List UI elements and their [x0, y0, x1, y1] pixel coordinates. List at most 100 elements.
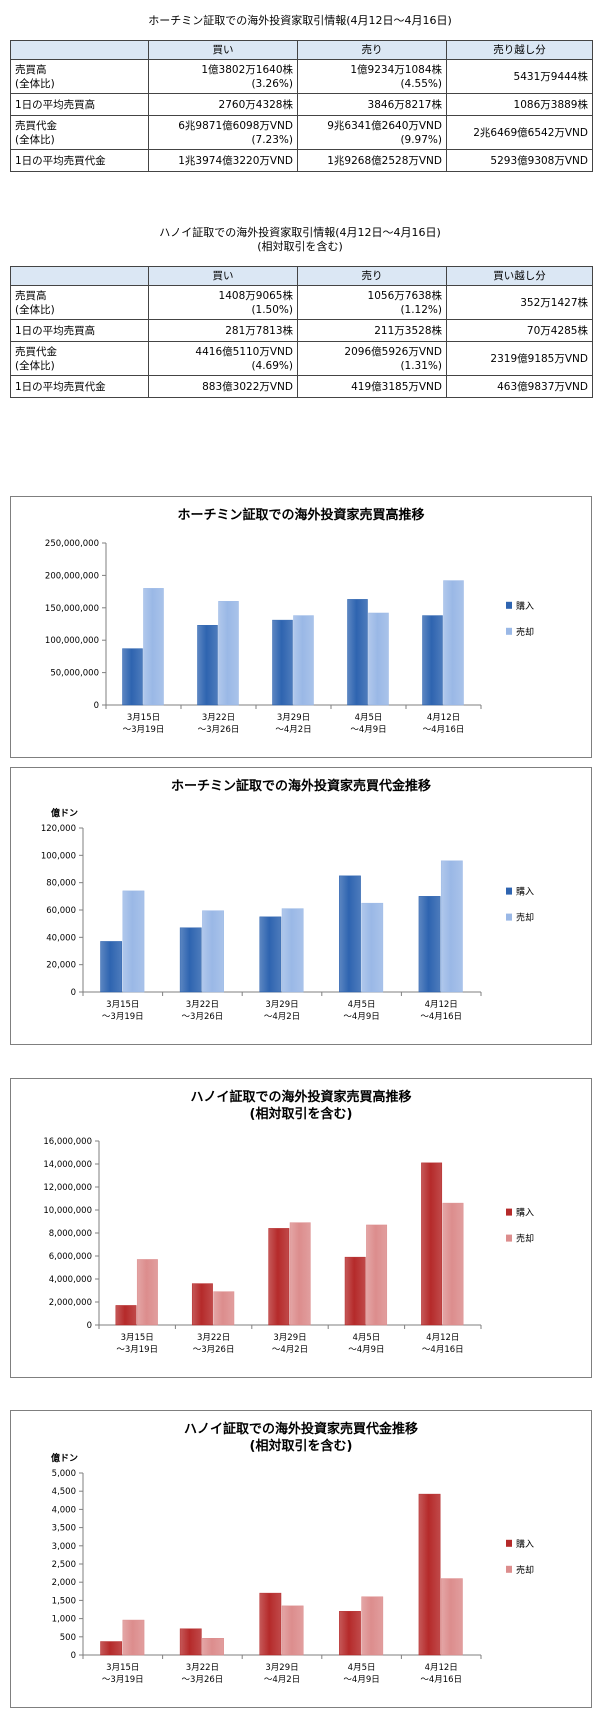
y-tick-label: 100,000,000 — [45, 636, 99, 646]
cell-buy: 2760万4328株 — [148, 93, 298, 116]
bar-buy — [344, 1256, 366, 1326]
bar-sell — [281, 908, 304, 993]
x-tick-label: 3月29日 — [265, 1000, 298, 1010]
y-tick-label: 50,000,000 — [50, 669, 99, 679]
row-label-text-line0: 売買高 — [15, 289, 47, 302]
hanoi-table-section: ハノイ証取での海外投資家取引情報(4月12日～4月16日) (相対取引を含む) — [0, 226, 600, 254]
row-label-text-line0: 売買高 — [15, 63, 47, 76]
legend-swatch-buy — [506, 887, 512, 895]
cell-buy: 6兆9871億6098万VND (7.23%) — [148, 115, 298, 150]
x-tick-label: 4月12日 — [425, 1663, 458, 1673]
column-header: 買い越し分 — [446, 266, 593, 286]
row-label-text: 1日の平均売買代金 — [15, 154, 106, 167]
bar-sell — [281, 1605, 304, 1656]
bar-buy — [100, 941, 123, 993]
cell-buy-text-line0: 6兆9871億6098万VND — [178, 119, 293, 132]
legend-label-sell: 売却 — [516, 1564, 534, 1576]
hcm-table-section: ホーチミン証取での海外投資家取引情報(4月12日～4月16日) — [0, 14, 600, 28]
bar-sell — [143, 588, 164, 706]
row-label-text-line1: (全体比) — [15, 359, 55, 372]
bar-buy — [418, 1493, 441, 1656]
legend-label-buy: 購入 — [516, 600, 534, 612]
y-tick-label: 3,000 — [52, 1542, 76, 1552]
table-row: 売買高 (全体比) 1408万9065株 (1.50%) 1056万7638株 (1.12… — [10, 285, 593, 320]
bar-sell — [122, 890, 145, 993]
row-label: 1日の平均売買高 — [10, 93, 149, 116]
bar-sell — [202, 1638, 224, 1656]
table-row: 売買高 (全体比) 1億3802万1640株 (3.26%) 1億9234万1084株(… — [10, 59, 593, 94]
bar-sell — [136, 1259, 158, 1326]
legend-swatch-sell — [506, 627, 512, 635]
cell-sell-text-line1: (4.55%) — [400, 77, 442, 90]
legend-label-buy: 購入 — [516, 1207, 534, 1219]
x-tick-label: 4月5日 — [348, 1000, 376, 1010]
cell-sell-text-line0: 9兆6341億2640万VND — [327, 119, 442, 132]
x-tick-label: 3月22日 — [202, 713, 235, 723]
chart-title: ハノイ証取での海外投資家売買代金推移 — [184, 1421, 418, 1437]
x-tick-label: ～3月19日 — [102, 1675, 144, 1685]
bar-sell — [293, 615, 314, 706]
cell-net-text: 352万1427株 — [520, 296, 588, 309]
hcm-value-chart: ホーチミン証取での海外投資家売買代金推移 億ドン 0 20,000 40,000 60,0… — [10, 767, 592, 1045]
cell-buy-text-line0: 4416億5110万VND — [195, 345, 293, 358]
bar-buy — [197, 625, 218, 706]
y-tick-label: 150,000,000 — [45, 604, 99, 614]
cell-net-text: 5431万9444株 — [513, 70, 588, 83]
y-tick-label: 12,000,000 — [43, 1183, 92, 1193]
bar-sell — [202, 910, 224, 993]
y-tick-label: 6,000,000 — [49, 1252, 92, 1262]
bar-buy — [179, 927, 202, 993]
x-tick-label: ～3月26日 — [198, 725, 240, 735]
hanoi-volume-chart-svg: ハノイ証取での海外投資家売買高推移(相対取引を含む) 0 2,000,000 4,00… — [43, 1089, 534, 1355]
column-header — [10, 266, 149, 286]
row-label: 1日の平均売買代金 — [10, 375, 149, 398]
y-tick-label: 0 — [94, 701, 99, 711]
bar-buy — [421, 1162, 443, 1326]
hcm-volume-chart-svg: ホーチミン証取での海外投資家売買高推移 0 50,000,000 100,000,00… — [45, 507, 534, 735]
bar-sell — [361, 1596, 384, 1656]
x-tick-label: 3月15日 — [127, 713, 160, 723]
bar-sell — [361, 902, 384, 993]
cell-net: 2319億9185万VND — [446, 341, 593, 376]
chart-title: ホーチミン証取での海外投資家売買高推移 — [177, 507, 424, 523]
table-row: 1日の平均売買高 281万7813株 211万3528株 70万4285株 — [10, 319, 593, 342]
table-row: 1日の平均売買代金 1兆3974億3220万VND 1兆9268億2528万VND 5… — [10, 149, 593, 172]
cell-buy-text-line0: 1億3802万1640株 — [201, 63, 293, 76]
row-label: 売買高 (全体比) — [10, 59, 149, 94]
x-tick-label: 4月5日 — [348, 1663, 376, 1673]
x-tick-label: ～4月16日 — [423, 725, 465, 735]
x-tick-label: ～4月16日 — [420, 1675, 462, 1685]
x-tick-label: 3月22日 — [186, 1663, 219, 1673]
hanoi-value-chart: ハノイ証取での海外投資家売買代金推移 (相対取引を含む) 億ドン 0 500 1,000 1… — [10, 1410, 592, 1708]
cell-net-text: 2兆6469億6542万VND — [473, 126, 588, 139]
legend-label-sell: 売却 — [516, 912, 534, 924]
hcm-volume-chart: ホーチミン証取での海外投資家売買高推移 0 50,000,000 100,000,00… — [10, 496, 592, 758]
y-tick-label: 2,000 — [52, 1578, 76, 1588]
bar-buy — [339, 1611, 361, 1656]
hcm-foreign-trade-table: 買い 売り 売り越し分 売買高 (全体比) 1億3802万1640株 (3.26%) 1億92… — [10, 40, 593, 172]
hanoi-volume-chart: ハノイ証取での海外投資家売買高推移 (相対取引を含む) 0 2,000,000 4,00… — [10, 1078, 592, 1378]
x-tick-label: 3月29日 — [277, 713, 310, 723]
legend-swatch-sell — [506, 913, 512, 921]
y-tick-label: 120,000 — [41, 824, 76, 834]
legend-swatch-sell — [506, 1234, 512, 1242]
table-header-row: 買い 売り 売り越し分 — [10, 40, 593, 60]
column-header: 売り越し分 — [446, 40, 593, 60]
table-header-row: 買い 売り 買い越し分 — [10, 266, 593, 286]
cell-net: 2兆6469億6542万VND — [446, 115, 593, 150]
bar-sell — [368, 612, 389, 706]
cell-net: 463億9837万VND — [446, 375, 593, 398]
legend-label-buy: 購入 — [516, 1538, 534, 1550]
cell-buy: 281万7813株 — [148, 319, 298, 342]
column-header: 売り — [297, 40, 447, 60]
y-tick-label: 4,500 — [52, 1487, 76, 1497]
cell-sell-text-line0: 1056万7638株 — [367, 289, 442, 302]
cell-buy: 1兆3974億3220万VND — [148, 149, 298, 172]
x-tick-label: ～4月16日 — [422, 1345, 464, 1355]
row-label-text-line0: 売買代金 — [15, 345, 57, 358]
x-tick-label: ～3月19日 — [123, 725, 165, 735]
x-tick-label: ～4月2日 — [264, 1012, 300, 1022]
column-header: 買い — [148, 266, 298, 286]
bar-buy — [115, 1305, 137, 1326]
cell-net-text: 1086万3889株 — [513, 98, 588, 111]
